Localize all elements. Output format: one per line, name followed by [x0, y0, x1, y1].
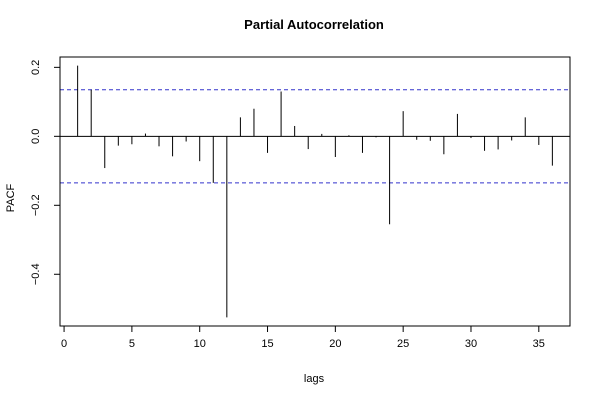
plot-layer: 0 5 10 15 20 25 30 35 −0.4 −0.2 0.0 0.2 [30, 60, 570, 350]
y-tick-label-2: 0.0 [30, 129, 42, 144]
x-tick-label-30: 30 [465, 338, 477, 350]
y-tick-label-3: 0.2 [30, 60, 42, 75]
plot-frame [59, 56, 571, 327]
x-tick-label-35: 35 [533, 338, 545, 350]
x-tick-label-15: 15 [261, 338, 273, 350]
x-tick-label-0: 0 [61, 338, 67, 350]
chart-title: Partial Autocorrelation [244, 17, 384, 32]
x-tick-label-5: 5 [129, 338, 135, 350]
y-axis-label: PACF [5, 183, 17, 212]
y-tick-label-1: −0.2 [30, 194, 42, 216]
y-tick-label-0: −0.4 [30, 263, 42, 285]
x-tick-label-25: 25 [397, 338, 409, 350]
x-axis-label: lags [304, 373, 325, 385]
x-tick-label-20: 20 [329, 338, 341, 350]
x-tick-label-10: 10 [194, 338, 206, 350]
